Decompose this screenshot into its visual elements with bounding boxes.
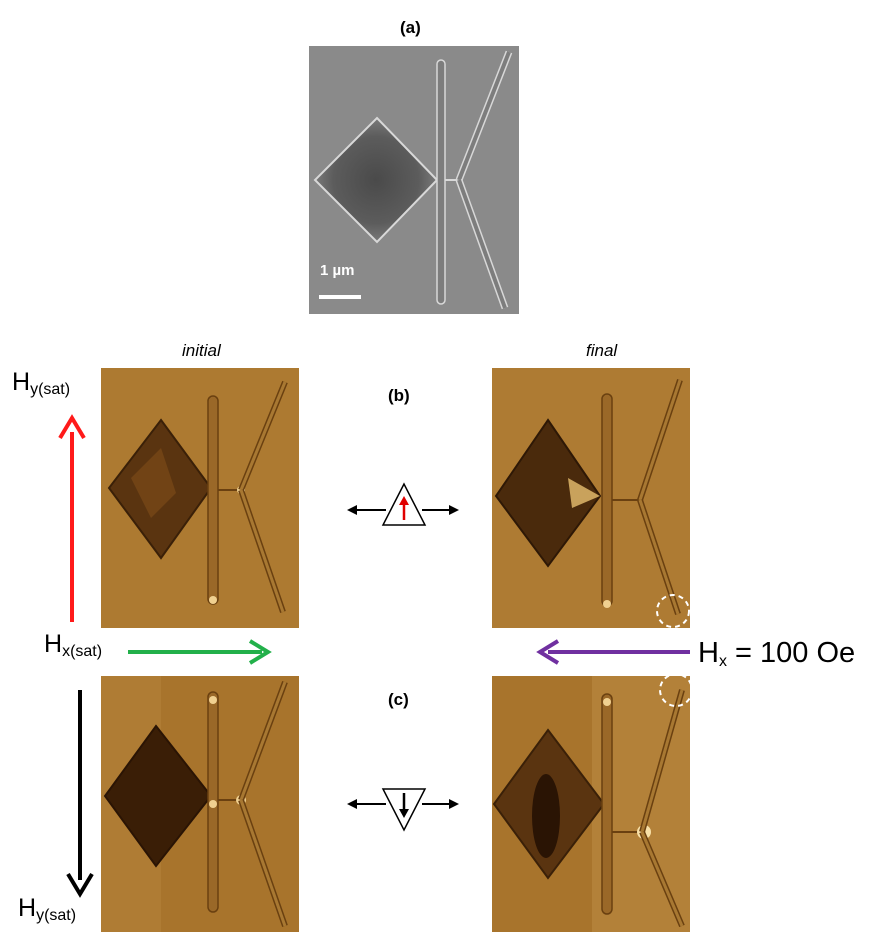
field-label-hx-100: Hx = 100 Oe [698,637,856,670]
panel-label-b: (b) [388,386,410,405]
mfm-image-c-final [492,676,690,932]
column-label-initial: initial [182,341,221,360]
mfm-image-b-final [492,368,690,628]
highlight-circle [659,676,690,707]
field-label-hx-sat: Hx(sat) [44,630,103,660]
panel-label-c: (c) [388,690,409,709]
green-arrow-right [128,639,272,665]
mfm-image-c-initial [101,676,299,932]
sem-image: 1 µm [309,46,519,314]
red-arrow-up [58,414,86,622]
column-label-final: final [586,341,618,360]
panel-label-a: (a) [400,18,421,37]
purple-arrow-left [536,639,690,665]
field-label-hy-bottom: Hy(sat) [18,894,77,924]
scale-bar-label: 1 µm [320,262,355,279]
down-triangle-icon [347,788,459,832]
black-arrow-down [66,690,94,898]
up-triangle-icon [347,482,459,526]
field-label-hy-top: Hy(sat) [12,368,71,398]
highlight-circle [656,594,690,628]
mfm-image-b-initial [101,368,299,628]
